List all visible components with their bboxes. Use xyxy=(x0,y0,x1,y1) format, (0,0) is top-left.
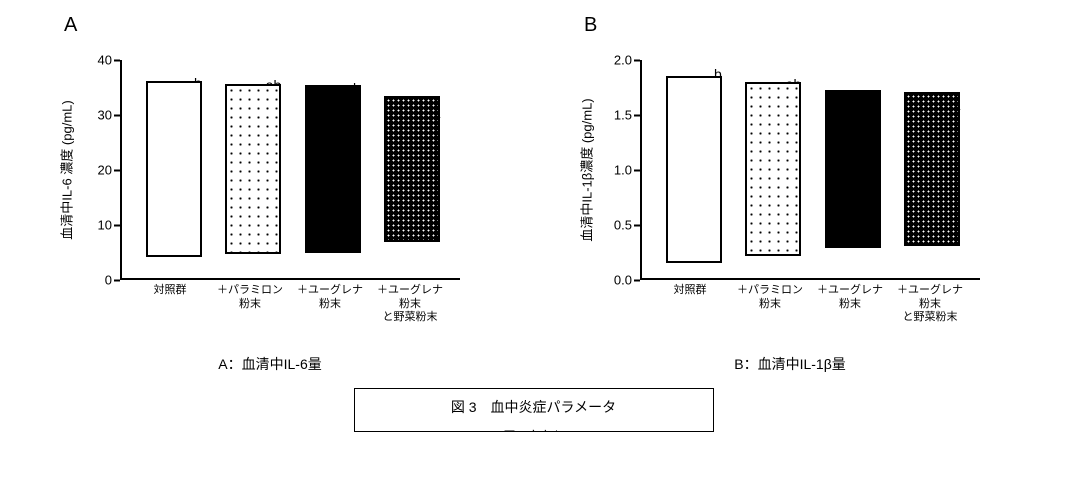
bar-group: b xyxy=(142,60,202,278)
panel-a: A 血清中IL-6 濃度 (pg/mL) 0 10 20 30 40 bababa 対照… xyxy=(30,10,510,374)
bar xyxy=(225,84,281,255)
y-tick-label: 10 xyxy=(98,218,112,233)
panel-a-yticks: 010203040 xyxy=(90,60,120,280)
y-tick-label: 0 xyxy=(105,273,112,288)
y-tick: 0.0 xyxy=(614,273,640,288)
y-tick-label: 30 xyxy=(98,108,112,123)
y-tick: 30 xyxy=(98,108,120,123)
bar-group: a xyxy=(380,60,440,278)
panel-a-letter: A xyxy=(64,14,77,37)
y-tick-label: 0.5 xyxy=(614,218,632,233)
x-axis-label: ＋パラミロン 粉末 xyxy=(215,284,285,324)
x-axis-label: ＋パラミロン 粉末 xyxy=(735,284,805,324)
x-axis-label: 対照群 xyxy=(655,284,725,324)
panel-a-ylabel: 血清中IL-6 濃度 (pg/mL) xyxy=(57,100,76,239)
panel-b-letter: B xyxy=(584,14,597,37)
y-tick: 40 xyxy=(98,53,120,68)
y-tick-label: 20 xyxy=(98,163,112,178)
figure-caption-box: 図 3 血中炎症パラメータ 同一文字を xyxy=(354,388,714,432)
panel-a-chart: 血清中IL-6 濃度 (pg/mL) 010203040 bababa 対照群＋… xyxy=(90,40,470,300)
x-axis-label: ＋ユーグレナ粉末 と野菜粉末 xyxy=(375,284,445,324)
panel-a-caption: A：血清中IL-6量 xyxy=(30,354,510,374)
x-axis-label: ＋ユーグレナ 粉末 xyxy=(295,284,365,324)
panel-b: B 血清中IL-1β濃度 (pg/mL) 0.0 0.5 1.0 1.5 2.0 bab… xyxy=(550,10,1030,374)
bar-group: ab xyxy=(301,60,361,278)
panel-b-chart: 血清中IL-1β濃度 (pg/mL) 0.00.51.01.52.0 babaa… xyxy=(610,40,990,300)
y-tick-label: 1.5 xyxy=(614,108,632,123)
figure-row: A 血清中IL-6 濃度 (pg/mL) 010203040 bababa 対照… xyxy=(0,0,1067,374)
bar-group: ab xyxy=(221,60,281,278)
panel-a-bars: bababa xyxy=(122,60,460,278)
y-tick: 0.5 xyxy=(614,218,640,233)
figure-caption-sub: 同一文字を xyxy=(355,427,713,432)
y-tick: 1.5 xyxy=(614,108,640,123)
bar-group: a xyxy=(900,60,960,278)
panel-b-plot: babaa xyxy=(640,60,980,280)
y-tick-label: 40 xyxy=(98,53,112,68)
panel-b-ylabel: 血清中IL-1β濃度 (pg/mL) xyxy=(577,98,596,241)
x-axis-label: 対照群 xyxy=(135,284,205,324)
panel-b-caption: B：血清中IL-1β量 xyxy=(550,354,1030,374)
panel-b-yticks: 0.00.51.01.52.0 xyxy=(610,60,640,280)
panel-b-xlabels: 対照群＋パラミロン 粉末＋ユーグレナ 粉末＋ユーグレナ粉末 と野菜粉末 xyxy=(640,284,980,324)
bar-group: a xyxy=(821,60,881,278)
bar xyxy=(745,82,801,256)
x-axis-label: ＋ユーグレナ粉末 と野菜粉末 xyxy=(895,284,965,324)
y-tick: 0 xyxy=(105,273,120,288)
y-tick: 1.0 xyxy=(614,163,640,178)
figure-caption: 図 3 血中炎症パラメータ xyxy=(355,397,713,417)
y-tick-label: 1.0 xyxy=(614,163,632,178)
bar xyxy=(904,92,960,246)
y-tick-label: 0.0 xyxy=(614,273,632,288)
y-tick-label: 2.0 xyxy=(614,53,632,68)
bar xyxy=(666,76,722,263)
y-tick: 20 xyxy=(98,163,120,178)
x-axis-label: ＋ユーグレナ 粉末 xyxy=(815,284,885,324)
panel-b-bars: babaa xyxy=(642,60,980,278)
panel-a-plot: bababa xyxy=(120,60,460,280)
bar xyxy=(384,96,440,242)
bar xyxy=(305,85,361,253)
bar xyxy=(146,81,202,257)
bar-group: b xyxy=(662,60,722,278)
panel-a-xlabels: 対照群＋パラミロン 粉末＋ユーグレナ 粉末＋ユーグレナ粉末 と野菜粉末 xyxy=(120,284,460,324)
y-tick: 10 xyxy=(98,218,120,233)
bar xyxy=(825,90,881,248)
bar-group: ab xyxy=(741,60,801,278)
y-tick: 2.0 xyxy=(614,53,640,68)
